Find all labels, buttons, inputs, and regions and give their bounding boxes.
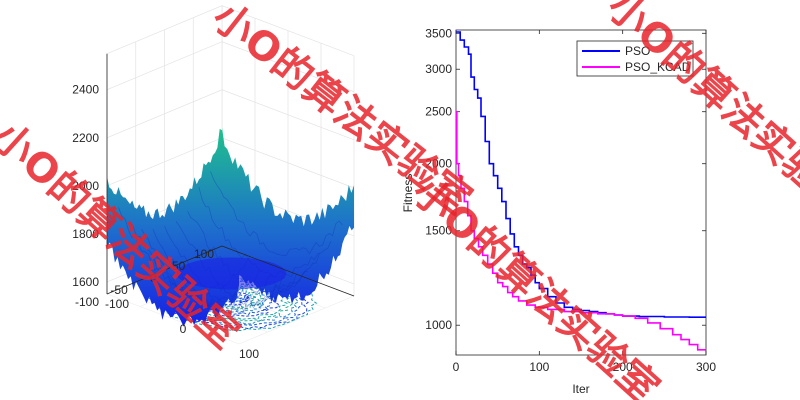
surface-mesh-line bbox=[129, 222, 263, 307]
surface-mesh-line bbox=[141, 228, 274, 314]
surface-axes bbox=[106, 53, 355, 297]
series-lines bbox=[456, 31, 706, 353]
surface-mesh-line bbox=[175, 221, 309, 306]
x-tick-label: 200 bbox=[613, 360, 633, 374]
y-tick-label: -50 bbox=[110, 283, 128, 297]
y-tick-label: 3500 bbox=[425, 26, 452, 40]
y-tick-label: 100 bbox=[194, 247, 214, 261]
z-tick-label: 1800 bbox=[72, 227, 99, 241]
series-line-pso-kcad bbox=[456, 110, 706, 353]
y-tick-label: -100 bbox=[75, 295, 99, 309]
contour-line bbox=[191, 281, 269, 313]
z-tick-labels: 1600 1800 2000 2200 2400 bbox=[72, 83, 99, 289]
grid-line bbox=[106, 41, 355, 93]
z-tick-label: 2400 bbox=[72, 83, 99, 97]
y-tick-label: 50 bbox=[172, 259, 186, 273]
contour-line bbox=[215, 290, 246, 304]
surface-mesh-line bbox=[187, 210, 320, 293]
legend-label-pso: PSO bbox=[625, 44, 650, 58]
y-axis-line bbox=[106, 245, 223, 295]
surface-mesh-line bbox=[164, 225, 297, 313]
y-tick-label: 3000 bbox=[425, 62, 452, 76]
x-tick-label: 300 bbox=[696, 360, 716, 374]
legend-box bbox=[576, 40, 694, 77]
z-tick-label: 2200 bbox=[72, 131, 99, 145]
plot-area bbox=[455, 29, 707, 356]
y-tick-label: 1500 bbox=[425, 224, 452, 238]
y-tick-label: 0 bbox=[150, 271, 157, 285]
y-axis-label: Fitness bbox=[401, 174, 415, 213]
y-axis-ticks: 1000 1500 2000 2500 3000 3500 bbox=[425, 26, 706, 332]
y-tick-label: 2000 bbox=[425, 157, 452, 171]
x-tick-label: 100 bbox=[529, 360, 549, 374]
x-tick-label: 0 bbox=[453, 360, 460, 374]
z-tick-label: 2000 bbox=[72, 179, 99, 193]
x-tick-label: 0 bbox=[180, 322, 187, 336]
grid-line bbox=[106, 89, 355, 141]
x-tick-label: 100 bbox=[239, 347, 259, 361]
x-axis-ticks: 0 100 200 300 bbox=[453, 30, 716, 374]
surface-fill bbox=[107, 127, 354, 327]
floor-grid-line bbox=[238, 295, 355, 345]
x-axis-line bbox=[221, 245, 355, 297]
x-tick-labels: -100 0 100 bbox=[105, 297, 259, 361]
y-tick-label: 1000 bbox=[425, 318, 452, 332]
surface-mesh bbox=[107, 127, 354, 327]
y-tick-label: 2500 bbox=[425, 105, 452, 119]
surface-minimum bbox=[176, 257, 287, 290]
surface-mesh-line bbox=[210, 171, 343, 256]
x-axis-label: Iter bbox=[572, 382, 589, 396]
legend: PSO PSO_KCAD bbox=[576, 40, 694, 77]
convergence-chart: 1000 1500 2000 2500 3000 3500 0 100 200 300 Iter… bbox=[401, 26, 716, 396]
x-tick-label: -100 bbox=[105, 297, 129, 311]
legend-label-pso-kcad: PSO_KCAD bbox=[625, 60, 691, 74]
contour-line bbox=[209, 289, 250, 306]
surface-mesh-line bbox=[152, 228, 286, 315]
z-tick-label: 1600 bbox=[72, 275, 99, 289]
